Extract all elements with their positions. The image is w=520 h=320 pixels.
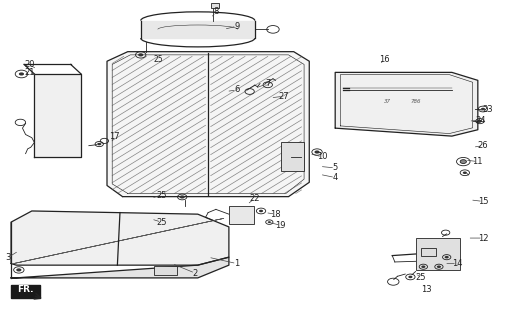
Circle shape: [408, 276, 412, 278]
Circle shape: [138, 53, 144, 56]
Text: 25: 25: [156, 190, 167, 200]
Text: FR.: FR.: [17, 285, 34, 294]
Text: 4: 4: [333, 173, 338, 182]
Text: 6: 6: [234, 85, 239, 94]
Text: 15: 15: [478, 197, 488, 206]
Polygon shape: [335, 72, 478, 136]
Text: 25: 25: [154, 55, 163, 64]
Circle shape: [437, 266, 441, 268]
Circle shape: [460, 160, 466, 164]
Circle shape: [259, 210, 263, 212]
Bar: [281, 142, 304, 171]
Text: 25: 25: [156, 218, 167, 227]
Bar: [421, 248, 436, 256]
Text: 786: 786: [410, 99, 421, 104]
Text: 24: 24: [475, 116, 486, 125]
Circle shape: [478, 120, 482, 123]
Text: 5: 5: [333, 164, 338, 172]
Text: 13: 13: [421, 284, 431, 293]
Circle shape: [445, 256, 449, 259]
Text: 25: 25: [415, 273, 426, 282]
Text: 10: 10: [317, 152, 328, 161]
Text: 23: 23: [483, 105, 493, 114]
Text: 27: 27: [278, 92, 289, 101]
Text: 2: 2: [192, 268, 198, 278]
Polygon shape: [11, 257, 229, 278]
Circle shape: [16, 268, 21, 271]
Circle shape: [19, 72, 24, 76]
Text: 1: 1: [234, 259, 239, 268]
Circle shape: [421, 266, 425, 268]
Text: 37: 37: [384, 99, 392, 104]
Circle shape: [97, 143, 101, 145]
Text: 17: 17: [110, 132, 120, 140]
Text: 3: 3: [6, 253, 11, 262]
Circle shape: [481, 108, 485, 110]
Circle shape: [268, 221, 271, 223]
Text: 21: 21: [24, 68, 34, 77]
Text: 12: 12: [478, 234, 488, 243]
Bar: [415, 238, 460, 270]
Text: 16: 16: [379, 55, 390, 64]
Polygon shape: [34, 74, 81, 157]
Circle shape: [315, 150, 320, 154]
Bar: [229, 206, 254, 224]
Text: 14: 14: [452, 259, 462, 268]
Text: 8: 8: [213, 7, 218, 16]
Polygon shape: [11, 285, 40, 298]
Text: 26: 26: [478, 141, 488, 150]
Text: 7: 7: [265, 79, 270, 88]
Text: 18: 18: [270, 210, 281, 219]
Polygon shape: [11, 211, 229, 265]
Text: 19: 19: [276, 221, 286, 230]
Bar: [154, 266, 177, 275]
Text: 22: 22: [250, 194, 260, 203]
Bar: [211, 3, 218, 8]
Circle shape: [179, 196, 185, 198]
Polygon shape: [107, 52, 309, 197]
Circle shape: [463, 172, 467, 174]
Text: 20: 20: [24, 60, 34, 69]
Text: 9: 9: [234, 22, 239, 31]
Text: 11: 11: [473, 157, 483, 166]
Polygon shape: [141, 20, 255, 38]
